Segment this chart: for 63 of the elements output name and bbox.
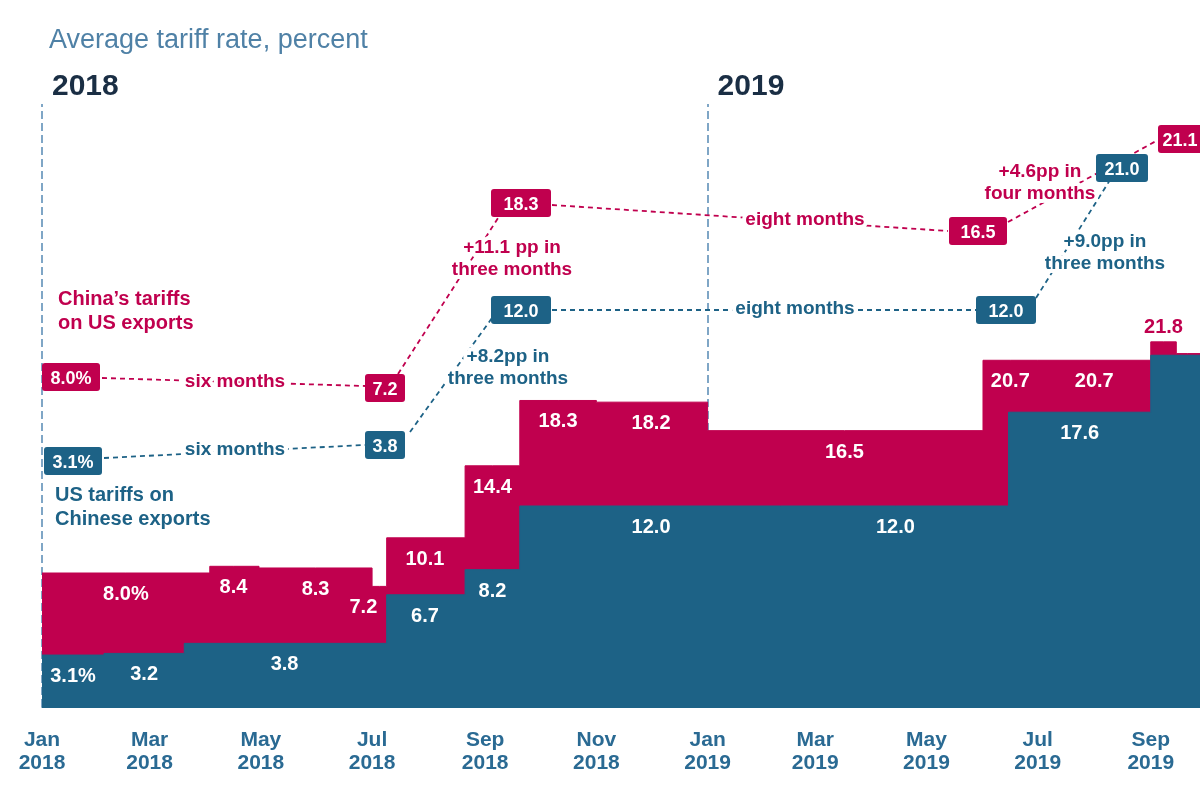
callout-box: 12.0	[976, 296, 1036, 324]
callout-box: 18.3	[491, 189, 551, 217]
annotation: 21.0	[1104, 159, 1140, 179]
x-tick-label: May 2019	[903, 727, 950, 773]
x-tick-label: Mar 2018	[126, 727, 174, 773]
chart-title: Average tariff rate, percent	[49, 23, 369, 54]
x-tick-label: Mar 2019	[791, 727, 839, 773]
callout-box: 21.0	[1096, 154, 1148, 182]
annotation: 3.8	[372, 436, 398, 456]
data-label: 18.2	[631, 411, 671, 434]
callout-box: 8.0%	[42, 363, 100, 391]
annotation: 21.1	[1162, 130, 1198, 150]
annotation: six months	[184, 438, 286, 459]
data-label: 8.0%	[103, 582, 149, 604]
annotation: +8.2pp in three months	[447, 345, 569, 388]
data-label: 3.8	[270, 652, 299, 675]
data-label: 10.1	[405, 546, 445, 569]
data-label: 17.6	[1060, 421, 1100, 444]
ref-line-label: 2019	[717, 67, 785, 101]
x-tick-label: Jul 2018	[348, 727, 396, 773]
data-label: 8.3	[301, 576, 330, 599]
data-label: 18.3	[538, 409, 578, 432]
data-label: 14.4	[472, 474, 513, 497]
callout-box: 21.1	[1158, 125, 1200, 153]
annotation: 16.5	[960, 222, 996, 242]
text: China’s tariffs on US exports	[58, 287, 194, 333]
x-tick-label: Jan 2018	[18, 727, 66, 773]
annotation: 18.3	[503, 194, 539, 214]
annotation: +4.6pp in four months	[984, 160, 1096, 203]
annotation: +9.0pp in three months	[1044, 230, 1166, 273]
callout-box: 3.8	[365, 431, 405, 459]
legend-label: US tariffs on Chinese exports	[55, 483, 211, 529]
data-label: 20.7	[990, 369, 1030, 392]
ref-line-label: 2018	[52, 67, 119, 101]
data-label: 7.2	[349, 595, 378, 618]
annotation: 7.2	[372, 379, 398, 399]
callout-box: 16.5	[949, 217, 1007, 245]
data-label: 8.2	[478, 578, 507, 601]
data-label: 6.7	[411, 603, 439, 626]
x-tick-label: Sep 2019	[1127, 727, 1175, 773]
data-label: 8.4	[219, 575, 249, 598]
callout-box: 3.1%	[44, 447, 102, 475]
x-tick-label: May 2018	[237, 727, 285, 773]
x-tick-label: Sep 2018	[461, 727, 509, 773]
data-label: 12.0	[631, 515, 671, 537]
annotation: 12.0	[988, 301, 1024, 321]
annotation: eight months	[745, 208, 865, 229]
data-label: 3.1%	[50, 664, 97, 687]
data-label: 3.2	[130, 662, 159, 685]
annotation: 8.0%	[50, 368, 92, 388]
annotation: 3.1%	[52, 452, 94, 472]
annotation: 12.0	[503, 301, 539, 321]
data-label: 20.7	[1074, 369, 1114, 392]
x-tick-label: Nov 2018	[573, 727, 621, 773]
callout-box: 12.0	[491, 296, 551, 324]
callout-box: 7.2	[365, 374, 405, 402]
data-label: 12.0	[875, 515, 915, 537]
x-tick-label: Jul 2019	[1014, 727, 1062, 773]
annotation: +11.1 pp in three months	[451, 236, 573, 279]
annotation: six months	[184, 370, 286, 391]
x-tick-label: Jan 2019	[684, 727, 731, 773]
data-label: 16.5	[824, 439, 864, 462]
data-label: 21.8	[1144, 314, 1183, 337]
